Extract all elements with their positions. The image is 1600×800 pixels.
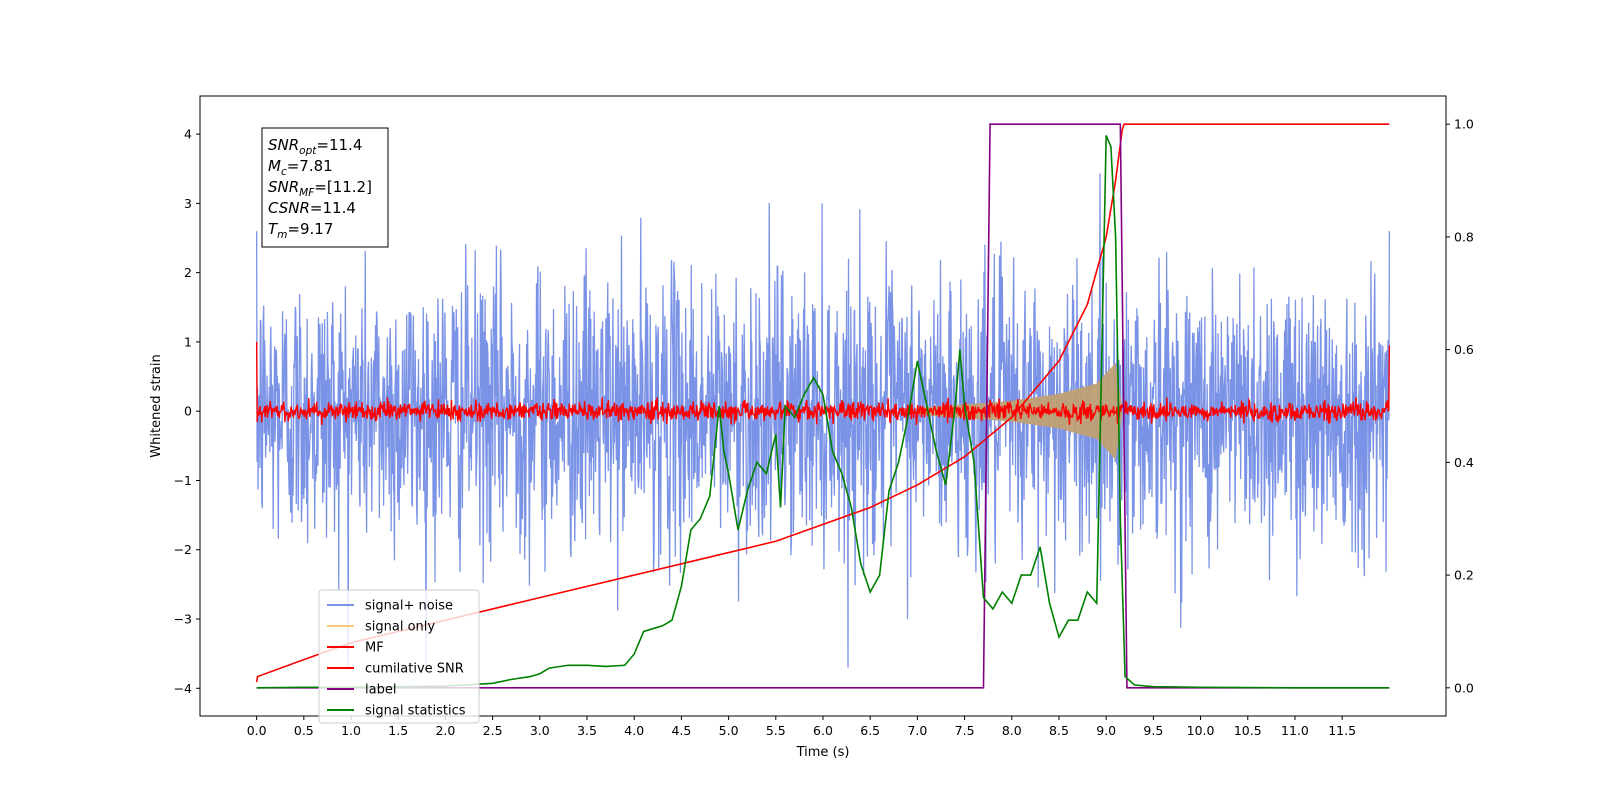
y-axis-right: 0.0 0.2 0.4 0.6 0.8 1.0 xyxy=(1446,117,1474,695)
x-tick-label: 4.0 xyxy=(624,723,644,738)
y-tick-label: −4 xyxy=(174,681,192,696)
series-label xyxy=(256,123,1390,689)
y2-tick-label: 0.0 xyxy=(1454,680,1474,695)
x-tick-label: 5.5 xyxy=(766,723,786,738)
legend-entry: signal+ noise xyxy=(365,599,453,614)
y2-tick-label: 1.0 xyxy=(1454,117,1474,132)
info-box-frame xyxy=(261,127,389,248)
x-tick-label: 4.5 xyxy=(671,723,691,738)
series-signal-noise xyxy=(255,173,1391,668)
x-axis: 0.0 0.5 1.0 1.5 2.0 2.5 3.0 3.5 4.0 4.5 5.0 5.5 6.0 6… xyxy=(247,716,1356,738)
y-axis-left: −4 −3 −2 −1 0 1 2 3 4 xyxy=(174,127,200,696)
x-tick-label: 3.5 xyxy=(577,723,597,738)
x-tick-label: 0.0 xyxy=(247,723,267,738)
y-tick-label: −2 xyxy=(174,542,192,557)
y-tick-label: 2 xyxy=(184,265,192,280)
y-axis-label: Whitened strain xyxy=(149,354,164,457)
x-tick-label: 8.5 xyxy=(1049,723,1069,738)
info-box-line: Tm=9.17 xyxy=(268,220,333,241)
legend-entry: cumilative SNR xyxy=(365,662,464,677)
x-tick-label: 6.0 xyxy=(813,723,833,738)
x-tick-label: 8.0 xyxy=(1002,723,1022,738)
series-signal-statistics xyxy=(256,135,1390,689)
legend-entry: signal only xyxy=(365,620,435,635)
y-tick-label: −3 xyxy=(174,612,192,627)
x-tick-label: 10.0 xyxy=(1187,723,1215,738)
x-tick-label: 9.0 xyxy=(1096,723,1116,738)
info-box-line: SNRopt=11.4 xyxy=(268,136,362,157)
series-mf xyxy=(255,341,1391,426)
x-tick-label: 10.5 xyxy=(1234,723,1262,738)
x-axis-label: Time (s) xyxy=(796,745,850,760)
legend: signal+ noise signal only MF cumilative SNR… xyxy=(318,589,480,724)
y-tick-label: 0 xyxy=(184,404,192,419)
legend-frame xyxy=(318,589,480,724)
y2-tick-label: 0.6 xyxy=(1454,342,1474,357)
x-tick-label: 1.5 xyxy=(388,723,408,738)
x-tick-label: 6.5 xyxy=(860,723,880,738)
y-tick-label: −1 xyxy=(174,473,192,488)
x-tick-label: 7.0 xyxy=(907,723,927,738)
x-tick-label: 0.5 xyxy=(294,723,314,738)
x-tick-label: 2.5 xyxy=(483,723,503,738)
x-tick-label: 2.0 xyxy=(435,723,455,738)
y-tick-label: 3 xyxy=(184,196,192,211)
x-tick-label: 3.0 xyxy=(530,723,550,738)
y-tick-label: 1 xyxy=(184,334,192,349)
y2-tick-label: 0.2 xyxy=(1454,568,1474,583)
legend-entry: signal statistics xyxy=(365,704,466,719)
info-box-line: CSNR=11.4 xyxy=(268,199,356,217)
x-tick-label: 11.5 xyxy=(1328,723,1356,738)
legend-entry: label xyxy=(365,683,396,698)
x-tick-label: 9.5 xyxy=(1143,723,1163,738)
x-tick-label: 1.0 xyxy=(341,723,361,738)
x-tick-label: 5.0 xyxy=(719,723,739,738)
y2-tick-label: 0.8 xyxy=(1454,229,1474,244)
x-tick-label: 7.5 xyxy=(955,723,975,738)
info-box-line: SNRMF=[11.2] xyxy=(268,178,372,199)
legend-entry: MF xyxy=(365,641,384,656)
info-box-line: Mc=7.81 xyxy=(268,157,333,178)
y2-tick-label: 0.4 xyxy=(1454,455,1474,470)
x-tick-label: 11.0 xyxy=(1281,723,1309,738)
y-tick-label: 4 xyxy=(184,127,192,142)
